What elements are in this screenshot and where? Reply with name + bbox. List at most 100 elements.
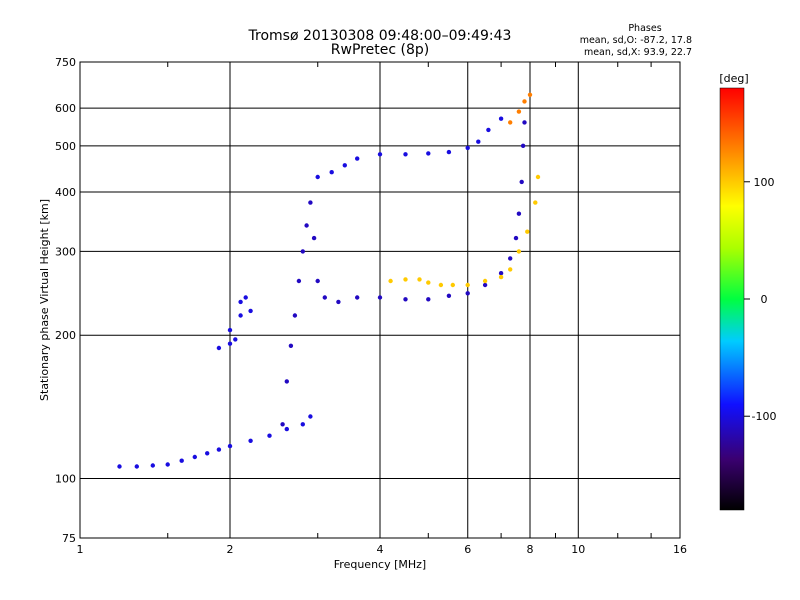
colorbar bbox=[719, 87, 745, 511]
data-point bbox=[520, 143, 526, 148]
data-point bbox=[248, 308, 253, 314]
data-point bbox=[446, 293, 452, 298]
data-point bbox=[355, 295, 360, 300]
data-point bbox=[533, 200, 538, 205]
data-point bbox=[216, 345, 222, 351]
data-point bbox=[465, 291, 470, 296]
x-tick-label: 2 bbox=[227, 543, 234, 556]
data-point bbox=[315, 174, 320, 180]
y-tick-label: 600 bbox=[55, 102, 76, 115]
data-point bbox=[513, 235, 519, 241]
data-point bbox=[516, 109, 522, 114]
data-point bbox=[192, 454, 197, 460]
y-tick-label: 400 bbox=[55, 186, 76, 199]
data-point bbox=[438, 282, 444, 288]
data-point bbox=[300, 422, 305, 427]
data-point bbox=[522, 99, 527, 104]
data-point bbox=[446, 149, 452, 155]
data-point bbox=[267, 433, 272, 438]
data-point bbox=[498, 274, 504, 280]
data-point bbox=[296, 278, 302, 284]
y-tick-label: 200 bbox=[55, 329, 76, 342]
data-point bbox=[377, 295, 383, 300]
x-tick-label: 6 bbox=[464, 543, 471, 556]
data-point bbox=[486, 127, 491, 133]
data-point bbox=[243, 295, 248, 300]
data-point bbox=[315, 278, 320, 284]
data-point bbox=[377, 152, 383, 157]
data-point bbox=[525, 229, 530, 234]
data-point bbox=[248, 438, 253, 443]
data-point bbox=[165, 462, 170, 467]
y-tick-label: 750 bbox=[55, 56, 76, 69]
grid bbox=[80, 62, 680, 538]
data-point bbox=[179, 458, 184, 463]
data-point bbox=[150, 463, 155, 468]
colorbar-tick-label: -100 bbox=[752, 410, 777, 423]
data-point bbox=[535, 174, 541, 180]
data-point bbox=[227, 341, 233, 346]
x-axis-ticks: 1 2 4 6 8 10 16 bbox=[77, 543, 688, 556]
data-point bbox=[308, 200, 313, 205]
phase-info-title: Phases bbox=[628, 23, 661, 34]
data-point bbox=[498, 271, 504, 276]
data-point bbox=[300, 249, 305, 254]
data-point bbox=[388, 278, 393, 284]
colorbar-label: [deg] bbox=[719, 72, 748, 85]
data-point bbox=[238, 299, 243, 305]
x-axis-label: Frequency [MHz] bbox=[334, 558, 426, 571]
y-tick-label: 500 bbox=[55, 140, 76, 153]
data-point bbox=[508, 267, 513, 272]
data-point bbox=[238, 313, 243, 318]
data-point bbox=[482, 282, 488, 288]
data-point bbox=[329, 170, 334, 175]
x-tick-label: 1 bbox=[77, 543, 84, 556]
phase-info-o: mean, sd,O: -87.2, 17.8 bbox=[580, 35, 692, 46]
data-point bbox=[227, 443, 233, 449]
data-point bbox=[426, 280, 431, 285]
data-point bbox=[288, 343, 294, 348]
data-point bbox=[465, 282, 470, 288]
data-point bbox=[508, 256, 513, 261]
data-point bbox=[304, 223, 309, 228]
data-point bbox=[134, 464, 139, 469]
data-point bbox=[417, 277, 422, 282]
data-point bbox=[308, 414, 313, 419]
data-point bbox=[403, 152, 408, 157]
data-point bbox=[205, 451, 210, 456]
x-tick-label: 16 bbox=[673, 543, 687, 556]
data-point bbox=[426, 151, 431, 156]
data-point bbox=[519, 179, 524, 185]
data-point bbox=[336, 299, 341, 305]
y-axis-ticks: 75 100 200 300 400 500 600 750 bbox=[55, 56, 76, 545]
data-point bbox=[342, 163, 347, 168]
data-point bbox=[476, 139, 481, 144]
data-point bbox=[292, 313, 298, 318]
data-point bbox=[516, 249, 522, 254]
data-point bbox=[522, 120, 527, 125]
x-tick-label: 8 bbox=[527, 543, 534, 556]
data-point bbox=[311, 235, 317, 241]
data-point bbox=[482, 278, 488, 284]
colorbar-tick-label: 0 bbox=[761, 293, 768, 306]
data-point bbox=[280, 422, 285, 427]
data-point bbox=[527, 92, 533, 98]
colorbar-ticks: 100 0 -100 bbox=[744, 176, 776, 423]
x-tick-label: 4 bbox=[377, 543, 384, 556]
data-point bbox=[508, 120, 513, 125]
data-point bbox=[216, 447, 222, 452]
colorbar-tick-label: 100 bbox=[754, 176, 775, 189]
chart-subtitle: RwPretec (8p) bbox=[331, 42, 429, 58]
data-point bbox=[465, 145, 470, 151]
y-tick-label: 75 bbox=[62, 532, 76, 545]
chart-title: Tromsø 20130308 09:48:00–09:49:43 bbox=[248, 28, 512, 44]
y-axis-label: Stationary phase Virtual Height [km] bbox=[38, 199, 51, 401]
y-tick-label: 100 bbox=[55, 473, 76, 486]
data-point bbox=[516, 211, 522, 216]
data-point bbox=[355, 156, 360, 161]
data-point bbox=[284, 379, 289, 384]
data-point bbox=[426, 297, 431, 302]
x-tick-label: 10 bbox=[571, 543, 585, 556]
data-point bbox=[403, 277, 408, 282]
